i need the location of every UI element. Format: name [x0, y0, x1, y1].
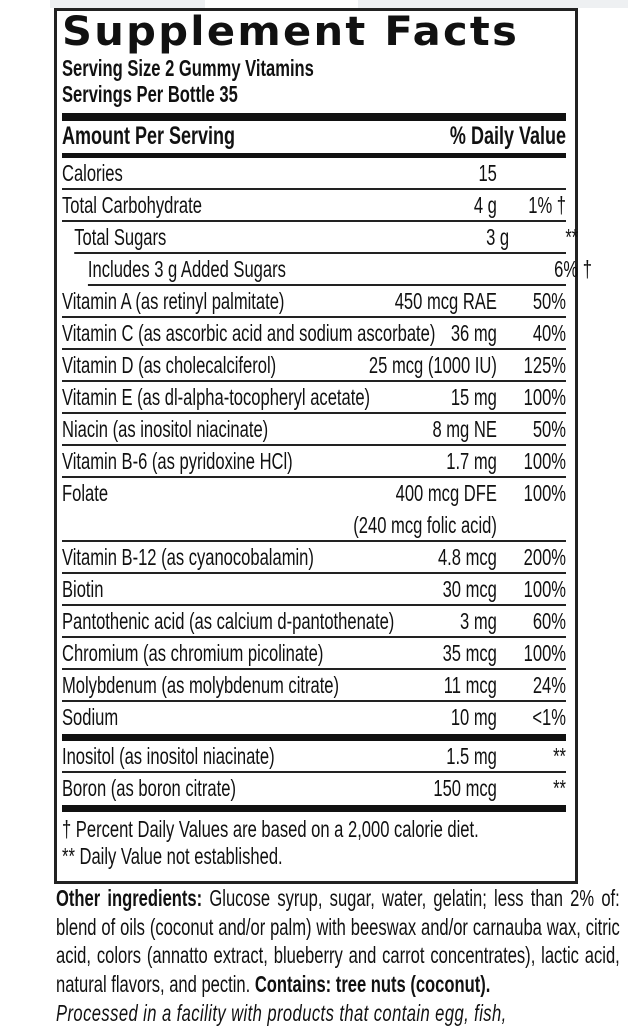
- nutrient-row: Total Sugars 3 g **: [74, 222, 578, 254]
- nutrient-daily-value: **: [553, 775, 566, 801]
- nutrient-rows: Calories 15 Total Carbohydrate 4 g 1% † Total…: [62, 158, 592, 732]
- nutrient-row: Chromium (as chromium picolinate) 35 mcg 1…: [62, 638, 566, 670]
- nutrient-name: Total Sugars: [74, 224, 167, 250]
- nutrient-name: Chromium (as chromium picolinate): [62, 640, 324, 666]
- nutrient-amount: 4.8 mcg: [437, 544, 497, 570]
- nutrient-amount: 36 mg: [450, 320, 497, 346]
- nutrient-amount: 4 g: [473, 192, 497, 218]
- nutrient-amount: 35 mcg: [442, 640, 497, 666]
- nutrient-daily-value: 200%: [523, 544, 566, 570]
- thick-divider: [62, 805, 566, 812]
- supplement-facts-panel: [54, 8, 578, 884]
- nutrient-daily-value: <1%: [532, 704, 566, 730]
- nutrient-name: Vitamin C (as ascorbic acid and sodium a…: [62, 320, 436, 346]
- nutrient-name: Folate: [62, 480, 109, 506]
- nutrient-name: Pantothenic acid (as calcium d-pantothen…: [62, 608, 395, 634]
- nutrient-row: Pantothenic acid (as calcium d-pantothen…: [62, 606, 566, 638]
- panel-title: Supplement Facts: [62, 9, 520, 55]
- nutrient-name: Calories: [62, 160, 123, 186]
- nutrient-name: Molybdenum (as molybdenum citrate): [62, 672, 340, 698]
- nutrient-daily-value: **: [553, 743, 566, 769]
- nutrient-name: Vitamin A (as retinyl palmitate): [62, 288, 285, 314]
- nutrient-daily-value: 125%: [523, 352, 566, 378]
- nutrient-daily-value: 40%: [532, 320, 566, 346]
- nutrient-row: Vitamin E (as dl-alpha-tocopheryl acetat…: [62, 382, 566, 414]
- nutrient-row: Vitamin C (as ascorbic acid and sodium a…: [62, 318, 566, 350]
- nutrient-row: Vitamin B-6 (as pyridoxine HCl) 1.7 mg 100…: [62, 446, 566, 478]
- nutrient-amount: 3 mg: [460, 608, 497, 634]
- nutrient-amount: 15 mg: [450, 384, 497, 410]
- nutrient-daily-value: 1% †: [528, 192, 566, 218]
- nutrient-name: Biotin: [62, 576, 104, 602]
- daily-value-label: % Daily Value: [449, 122, 566, 150]
- nutrient-amount-detail: (240 mcg folic acid): [353, 512, 497, 538]
- nutrient-amount: 11 mcg: [443, 672, 497, 698]
- thick-divider: [62, 113, 566, 121]
- nutrient-daily-value: 100%: [523, 640, 566, 666]
- nutrient-name: Sodium: [62, 704, 119, 730]
- footnote-dagger: † Percent Daily Values are based on a 2,…: [62, 816, 479, 842]
- nutrient-daily-value: 50%: [532, 416, 566, 442]
- background-strip: [50, 0, 205, 8]
- nutrient-amount: 8 mg NE: [432, 416, 497, 442]
- nutrient-row: Molybdenum (as molybdenum citrate) 11 mcg…: [62, 670, 566, 702]
- nutrient-amount: 1.5 mg: [446, 743, 497, 769]
- nutrient-row: Vitamin A (as retinyl palmitate) 450 mcg …: [62, 286, 566, 318]
- nutrient-daily-value: 50%: [532, 288, 566, 314]
- nutrient-row: Boron (as boron citrate) 150 mcg **: [62, 773, 566, 803]
- footnotes: † Percent Daily Values are based on a 2,…: [62, 812, 566, 870]
- nutrient-name: Vitamin E (as dl-alpha-tocopheryl acetat…: [62, 384, 371, 410]
- nutrient-amount: 10 mg: [450, 704, 497, 730]
- nutrient-name: Vitamin D (as cholecalciferol): [62, 352, 277, 378]
- nutrient-daily-value: 60%: [532, 608, 566, 634]
- nutrient-row: Niacin (as inositol niacinate) 8 mg NE 50%: [62, 414, 566, 446]
- nutrient-daily-value: 100%: [523, 384, 566, 410]
- background-strip: [358, 0, 628, 8]
- nutrient-amount: 450 mcg RAE: [394, 288, 497, 314]
- nutrient-name: Inositol (as inositol niacinate): [62, 743, 275, 769]
- nutrient-row: Total Carbohydrate 4 g 1% †: [62, 190, 566, 222]
- nutrient-daily-value: 6% †: [554, 256, 592, 282]
- nutrient-amount: 1.7 mg: [446, 448, 497, 474]
- nutrient-row: Folate 400 mcg DFE (240 mcg folic acid) 100…: [62, 478, 566, 542]
- ingredients-text: Glucose syrup, sugar, water, gelatin; le…: [56, 885, 620, 997]
- nutrient-name: Vitamin B-6 (as pyridoxine HCl): [62, 448, 293, 474]
- serving-size: Serving Size 2 Gummy Vitamins: [62, 55, 314, 81]
- allergen-statement: Contains: tree nuts (coconut).: [254, 970, 491, 997]
- nutrient-amount: 30 mcg: [442, 576, 497, 602]
- nutrient-row: Sodium 10 mg <1%: [62, 702, 566, 732]
- nutrient-row: Biotin 30 mcg 100%: [62, 574, 566, 606]
- footnote-asterisks: ** Daily Value not established.: [62, 843, 283, 869]
- nutrient-amount: 3 g: [486, 224, 510, 250]
- nutrient-daily-value: 100%: [523, 480, 566, 506]
- other-nutrient-rows: Inositol (as inositol niacinate) 1.5 mg **…: [62, 741, 566, 803]
- ingredients-label: Other ingredients:: [56, 885, 203, 911]
- nutrient-row: Vitamin D (as cholecalciferol) 25 mcg (10…: [62, 350, 566, 382]
- nutrient-name: Total Carbohydrate: [62, 192, 202, 218]
- nutrient-row: Vitamin B-12 (as cyanocobalamin) 4.8 mcg 2…: [62, 542, 566, 574]
- nutrient-name: Vitamin B-12 (as cyanocobalamin): [62, 544, 314, 570]
- nutrient-daily-value: 24%: [532, 672, 566, 698]
- ingredients-paragraph: Other ingredients: Glucose syrup, sugar,…: [56, 884, 620, 1028]
- nutrient-daily-value: 100%: [523, 576, 566, 602]
- servings-per-container: Servings Per Bottle 35: [62, 81, 238, 107]
- nutrient-amount: 25 mcg (1000 IU): [368, 352, 497, 378]
- nutrient-row: Calories 15: [62, 158, 566, 190]
- nutrient-name: Includes 3 g Added Sugars: [87, 256, 286, 282]
- nutrient-daily-value: 100%: [523, 448, 566, 474]
- nutrient-amount: 150 mcg: [433, 775, 497, 801]
- nutrient-daily-value: **: [565, 224, 579, 250]
- table-header: Amount Per Serving % Daily Value: [62, 121, 566, 151]
- medium-divider: [62, 153, 566, 158]
- amount-per-serving-label: Amount Per Serving: [62, 122, 236, 150]
- facility-statement: Processed in a facility with products th…: [56, 1000, 507, 1026]
- nutrient-amount: 15: [478, 160, 497, 186]
- nutrient-name: Boron (as boron citrate): [62, 775, 236, 801]
- nutrient-row: Inositol (as inositol niacinate) 1.5 mg **: [62, 741, 566, 773]
- nutrient-row: Includes 3 g Added Sugars 6% †: [87, 254, 592, 286]
- nutrient-name: Niacin (as inositol niacinate): [62, 416, 269, 442]
- thick-divider: [62, 734, 566, 741]
- nutrient-amount: 400 mcg DFE: [395, 480, 497, 506]
- facts-table: Serving Size 2 Gummy Vitamins Servings P…: [62, 55, 592, 870]
